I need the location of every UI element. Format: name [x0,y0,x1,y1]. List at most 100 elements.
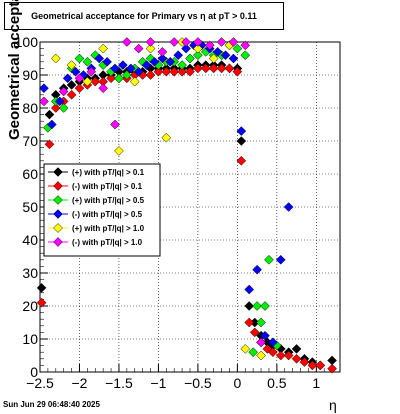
data-point [256,337,266,348]
data-point [90,76,101,87]
data-point [157,53,168,64]
data-point [153,66,164,77]
legend-entry: (-) with pT/|q| > 0.1 [72,182,143,191]
data-point [133,66,144,77]
x-tick-label: 0 [233,375,241,391]
data-point [228,53,239,64]
data-point [121,70,132,80]
data-point [260,330,270,341]
legend-marker [53,237,63,247]
data-point [307,360,318,371]
data-point [50,53,61,64]
data-point [133,43,144,54]
data-point [58,86,69,97]
x-tick-label: −2 [71,375,87,391]
data-point [74,73,85,84]
data-point [58,103,69,113]
data-point [232,66,243,77]
data-point [39,83,49,94]
data-point [236,155,247,166]
x-tick-label: −0.5 [184,375,212,391]
y-tick-label: 30 [22,265,38,281]
data-series [36,37,337,374]
data-point [125,63,136,74]
data-point [236,126,247,136]
data-point [121,37,132,47]
data-point [44,109,55,120]
data-point [74,53,85,64]
data-point [149,56,160,67]
data-point [244,301,255,311]
data-point [208,53,219,64]
data-point [244,317,255,328]
data-point [169,37,180,47]
x-tick-label: −1 [150,375,166,391]
data-point [46,119,57,130]
data-point [145,70,156,80]
data-point [212,47,223,57]
data-point [39,96,49,107]
series-3 [39,40,294,348]
data-point [275,350,286,361]
data-point [268,337,278,348]
legend-marker [53,167,63,177]
data-point [177,60,187,70]
data-point [268,347,278,358]
data-point [118,60,128,70]
x-tick-label: 0.5 [267,375,287,391]
legend-entry: (-) with pT/|q| > 0.5 [72,210,143,219]
data-point [185,66,195,77]
data-point [327,355,337,366]
data-point [98,43,109,54]
data-point [275,254,286,265]
data-point [141,60,152,70]
data-point [82,76,93,87]
data-point [240,344,251,354]
data-point [102,56,112,67]
data-point [66,89,77,100]
data-point [50,103,61,113]
data-point [129,76,140,87]
y-tick-label: 90 [22,67,38,83]
legend-marker [53,223,63,233]
x-axis-label: η [329,397,337,413]
data-point [137,56,148,67]
data-point [44,139,55,150]
legend-entry: (-) with pT/|q| > 1.0 [72,238,143,247]
data-point [62,73,73,84]
data-point [36,297,47,308]
data-point [98,83,109,94]
data-point [232,43,243,54]
data-point [165,56,176,67]
data-point [256,350,266,361]
data-point [315,360,326,371]
data-point [249,327,260,338]
legend-marker [53,209,63,219]
legend-marker [53,181,63,191]
data-point [66,80,77,90]
grid [40,42,340,372]
data-point [94,53,105,64]
legend-entry: (+) with pT/|q| > 0.1 [72,168,145,177]
legend-entry: (+) with pT/|q| > 0.5 [72,196,145,205]
series-5 [39,37,266,348]
data-point [283,350,294,361]
y-tick-label: 40 [22,232,38,248]
data-point [252,301,262,311]
data-point [145,37,156,47]
data-point [110,119,120,130]
y-tick-label: 20 [22,298,38,314]
data-point [177,66,187,77]
data-point [181,37,191,47]
data-point [86,66,97,77]
data-point [114,146,124,156]
data-point [66,60,77,70]
data-point [193,37,203,47]
x-tick-label: −2.5 [26,375,54,391]
data-point [82,56,93,67]
data-point [248,347,259,358]
data-point [36,282,47,293]
data-point [110,63,120,74]
data-point [256,317,266,328]
data-point [216,37,227,47]
